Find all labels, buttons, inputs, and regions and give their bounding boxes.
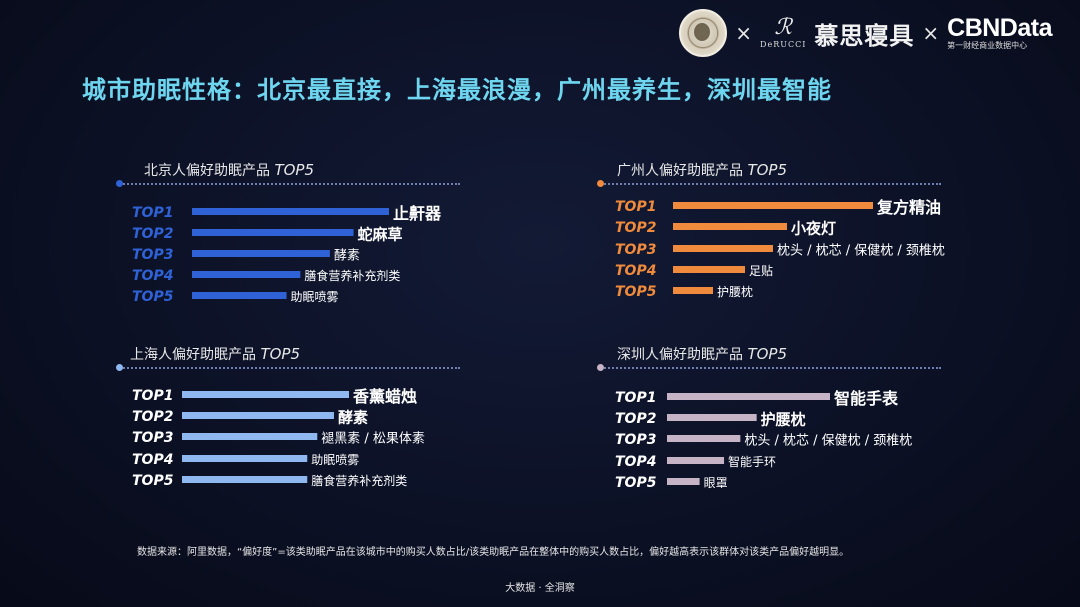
panel-guangzhou: 广州人偏好助眠产品 TOP5 TOP1 复方精油 TOP2 小夜灯 TOP3 枕头 / 枕… [597,160,948,300]
chart-beijing: TOP1 止鼾器 TOP2 蛇麻草 TOP3 酵素 TOP4 膳食营养补充剂类 TOP5 助眠喷雾 [132,204,442,305]
rank-label: TOP3 [132,430,173,446]
bar-label: 褪黑素 / 松果体素 [321,432,425,447]
bar-label: 酵素 [334,249,360,264]
panel-title: 上海人偏好助眠产品 TOP5 [122,344,467,364]
bar [673,266,745,273]
bar [192,229,354,236]
bar-label: 蛇麻草 [358,226,403,244]
rank-label: TOP4 [132,452,173,468]
brand-name: 慕思寝具 [814,20,915,50]
chart-shenzhen: TOP1 智能手表 TOP2 护腰枕 TOP3 枕头 / 枕芯 / 保健枕 / 颈椎枕 TO… [615,389,912,491]
bar-label: 助眠喷雾 [291,290,339,304]
rank-label: TOP2 [132,226,173,242]
rank-label: TOP2 [615,220,656,236]
footer-slogan: 大数据 · 全洞察 [505,583,575,594]
cbndata-logo: CBNData 第一财经商业数据中心 [947,16,1052,50]
bar [667,478,700,485]
rank-label: TOP2 [615,411,656,427]
panel-title: 北京人偏好助眠产品 TOP5 [122,160,467,180]
dotted-divider [597,180,941,187]
dotted-divider [597,364,941,371]
panel-shenzhen: 深圳人偏好助眠产品 TOP5 TOP1 智能手表 TOP2 护腰枕 TOP3 枕头 / 枕… [597,344,948,491]
bar [192,292,287,299]
rank-label: TOP4 [615,263,656,279]
bar [673,245,773,252]
rank-label: TOP5 [132,473,174,489]
bar-label: 膳食营养补充剂类 [304,268,400,283]
rank-label: TOP1 [615,199,656,215]
panel-title-cn: 上海人偏好助眠产品 [130,347,256,363]
seal-logo [679,9,728,57]
bar [673,202,873,209]
rank-label: TOP2 [132,409,173,425]
dotted-divider [116,180,460,187]
bar-label: 眼罩 [704,476,728,490]
rank-label: TOP1 [615,390,656,406]
panel-title: 广州人偏好助眠产品 TOP5 [603,160,948,180]
header-logos: × ℛ DeRUCCI 慕思寝具 × CBNData 第一财经商业数据中心 [679,8,1052,58]
panel-title-en: TOP5 [747,345,788,363]
bar [667,457,725,464]
rank-label: TOP3 [615,432,656,448]
chart-guangzhou: TOP1 复方精油 TOP2 小夜灯 TOP3 枕头 / 枕芯 / 保健枕 / 颈椎枕 TO… [615,198,945,300]
derucci-wordmark: DeRUCCI [760,40,807,49]
bar-label: 足贴 [749,264,773,278]
rank-label: TOP3 [615,242,656,258]
bar-label: 香薰蜡烛 [352,387,417,406]
panel-title-en: TOP5 [747,161,788,179]
rank-label: TOP5 [132,289,174,305]
rank-label: TOP3 [132,247,173,263]
bar-label: 酵素 [338,409,368,427]
panel-title-en: TOP5 [260,345,301,363]
panel-shanghai: 上海人偏好助眠产品 TOP5 TOP1 香薰蜡烛 TOP2 酵素 TOP3 褪黑素 / 松… [116,344,467,489]
bar [667,393,830,400]
panel-title-cn: 北京人偏好助眠产品 [144,163,270,179]
cbndata-wordmark: CBNData [947,14,1052,42]
panel-title: 深圳人偏好助眠产品 TOP5 [603,344,948,364]
bar [182,412,334,419]
dotted-divider [116,364,460,371]
cbndata-tagline: 第一财经商业数据中心 [947,41,1028,50]
panel-title-en: TOP5 [274,161,315,179]
bar [192,208,389,215]
bar-label: 智能手环 [728,454,776,469]
bar [673,287,713,294]
rank-label: TOP4 [615,454,656,470]
bar [667,414,757,421]
bar-label: 小夜灯 [791,220,836,238]
bar-label: 止鼾器 [393,204,442,223]
derucci-mark: ℛ [774,15,792,40]
bar-label: 复方精油 [876,198,941,217]
bar [182,476,308,483]
panel-title-cn: 广州人偏好助眠产品 [617,163,743,179]
bar-label: 枕头 / 枕芯 / 保健枕 / 颈椎枕 [777,244,945,259]
derucci-logo: ℛ DeRUCCI [760,17,806,49]
bar-label: 膳食营养补充剂类 [311,473,407,488]
rank-label: TOP1 [132,388,173,404]
page-title: 城市助眠性格：北京最直接，上海最浪漫，广州最养生，深圳最智能 [82,76,832,104]
bar-label: 护腰枕 [761,411,806,429]
bar-label: 枕头 / 枕芯 / 保健枕 / 颈椎枕 [744,434,912,449]
bar-label: 护腰枕 [717,284,753,299]
bar [192,250,330,257]
rank-label: TOP5 [615,284,657,300]
chart-shanghai: TOP1 香薰蜡烛 TOP2 酵素 TOP3 褪黑素 / 松果体素 TOP4 助眠喷雾 TOP5… [132,387,425,489]
panel-beijing: 北京人偏好助眠产品 TOP5 TOP1 止鼾器 TOP2 蛇麻草 TOP3 酵素 TOP4 膳… [116,160,467,305]
rank-label: TOP4 [132,268,173,284]
times-sign: × [735,21,753,45]
rank-label: TOP1 [132,205,173,221]
bar-label: 助眠喷雾 [311,453,359,467]
footnote: 数据来源：阿里数据，“偏好度”=该类助眠产品在该城市中的购买人数占比/该类助眠产… [137,547,850,558]
bar [192,271,301,278]
panel-title-cn: 深圳人偏好助眠产品 [617,347,743,363]
bar [673,223,787,230]
bar [182,433,318,440]
bar [182,455,308,462]
times-sign: × [922,21,940,45]
bar [667,435,741,442]
bar-label: 智能手表 [834,389,899,408]
bar [182,391,349,398]
rank-label: TOP5 [615,475,657,491]
